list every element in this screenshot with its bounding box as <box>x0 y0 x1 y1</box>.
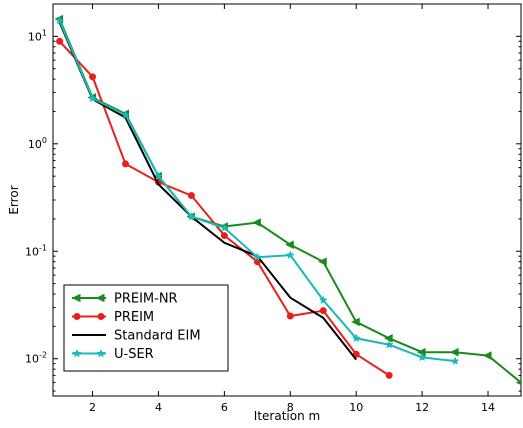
data-point-preim <box>89 73 97 81</box>
y-tick-label-base: 10 <box>28 30 42 43</box>
data-point-u-ser <box>55 16 65 25</box>
legend-label-preim-nr: PREIM-NR <box>114 292 178 307</box>
data-point-preim-nr <box>285 240 294 250</box>
legend-marker-u-ser <box>96 348 106 358</box>
data-point-u-ser <box>351 333 361 343</box>
data-point-u-ser <box>450 356 460 365</box>
data-point-preim <box>56 37 64 45</box>
data-point-preim <box>385 371 393 379</box>
data-point-preim-nr <box>318 257 327 266</box>
x-axis-label: Iteration m <box>254 409 320 423</box>
legend-marker-u-ser <box>72 348 82 358</box>
data-point-u-ser <box>384 340 394 349</box>
data-point-preim <box>187 192 195 200</box>
x-tick-label: 6 <box>221 401 228 414</box>
data-point-preim-nr <box>351 317 360 327</box>
legend-label-preim: PREIM <box>114 310 154 325</box>
x-tick-label: 4 <box>155 401 162 414</box>
legend-marker-preim-nr <box>71 293 81 303</box>
x-tick-label: 10 <box>349 401 363 414</box>
legend-marker-preim-nr <box>95 293 105 303</box>
data-point-u-ser <box>187 212 196 221</box>
data-point-u-ser <box>88 93 97 103</box>
data-point-u-ser <box>121 110 130 119</box>
legend-marker-preim <box>73 313 81 320</box>
y-tick-label-exponent: 0 <box>42 136 47 145</box>
y-axis-label: Error <box>7 185 21 214</box>
legend-box <box>63 284 229 372</box>
data-point-preim-nr <box>449 347 459 357</box>
data-point-preim <box>122 160 130 168</box>
data-point-preim-nr <box>515 380 521 386</box>
legend-marker-preim <box>97 313 105 320</box>
legend: PREIM-NR PREIM Standard EIM U-SER <box>63 284 229 372</box>
y-tick-label-exponent: 1 <box>42 28 47 37</box>
series-line-standard-eim <box>58 21 357 361</box>
data-point-u-ser <box>252 252 262 261</box>
data-point-u-ser <box>285 250 295 259</box>
x-tick-label: 2 <box>89 401 96 414</box>
legend-label-standard-eim: Standard EIM <box>114 329 201 344</box>
y-tick-label: 10-1 <box>25 243 47 258</box>
y-tick-label-base: 10 <box>25 353 39 366</box>
legend-label-u-ser: U-SER <box>114 347 154 362</box>
data-point-preim-nr <box>482 351 492 360</box>
data-point-preim <box>286 312 294 320</box>
data-point-preim-nr <box>384 333 393 343</box>
y-tick-label-exponent: -2 <box>39 351 47 360</box>
data-point-preim-nr <box>252 218 261 227</box>
data-point-u-ser <box>219 223 229 232</box>
series-group <box>54 14 521 386</box>
x-tick-label: 14 <box>481 401 495 414</box>
x-tick-label: 8 <box>287 401 294 414</box>
series-clip-group <box>54 14 521 386</box>
x-tick-label: 12 <box>415 401 429 414</box>
data-point-u-ser <box>154 171 163 180</box>
y-tick-label-base: 10 <box>28 138 42 151</box>
data-point-u-ser <box>417 352 427 362</box>
y-tick-label: 101 <box>28 28 47 43</box>
data-point-u-ser <box>318 295 328 305</box>
y-tick-label: 100 <box>28 136 47 151</box>
data-point-preim <box>319 307 327 315</box>
y-tick-label: 10-2 <box>25 351 47 366</box>
y-tick-label-exponent: -1 <box>39 243 47 252</box>
data-point-preim <box>220 232 228 240</box>
y-tick-label-base: 10 <box>25 245 39 258</box>
